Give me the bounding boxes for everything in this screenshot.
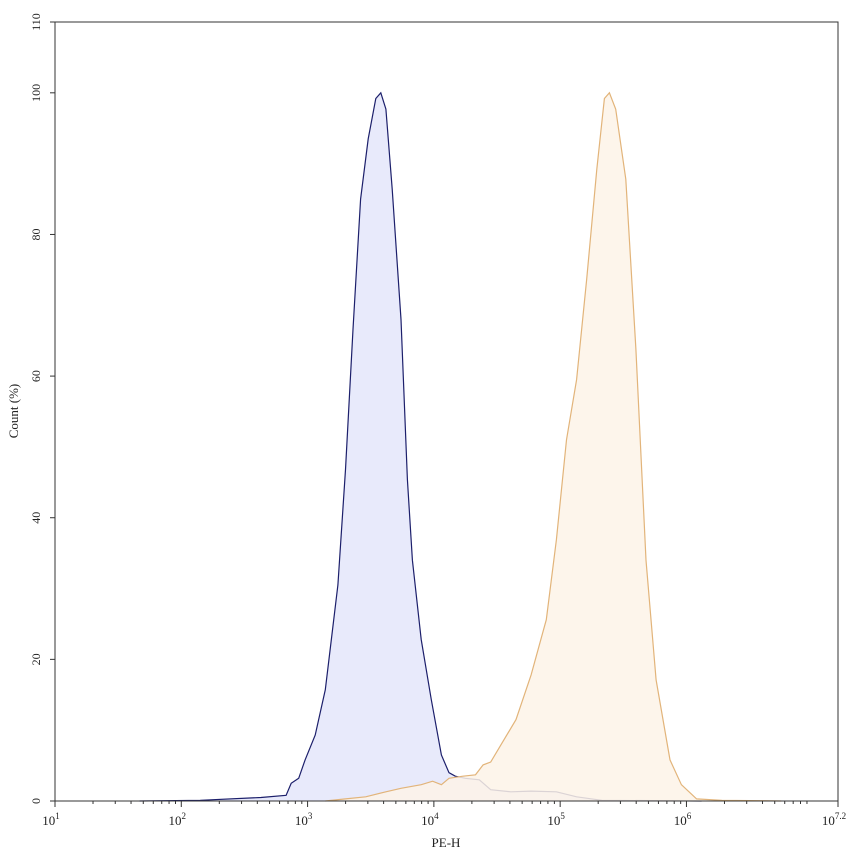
x-tick-label: 101 [42,811,60,828]
y-axis: 0 20 40 60 80 100 110 [29,13,55,804]
y-tick-label: 0 [29,798,43,804]
y-tick-label: 100 [29,84,43,102]
y-tick-label: 20 [29,653,43,665]
y-axis-label: Count (%) [6,384,21,439]
x-axis-label: PE-H [432,835,461,850]
x-axis: 101 102 103 104 105 106 107.2 [42,801,846,828]
x-tick-label: 104 [421,811,439,828]
series-1-fill [325,92,782,802]
series-layer [139,91,782,802]
y-tick-label: 110 [29,13,43,31]
series-1-line [325,91,782,802]
y-tick-label: 40 [29,512,43,524]
y-tick-label: 60 [29,370,43,382]
x-tick-label: 103 [295,811,313,828]
series-0-fill [139,92,702,802]
x-tick-label: 107.2 [822,811,846,828]
x-tick-label: 106 [674,811,692,828]
x-tick-label: 102 [169,811,187,828]
x-tick-label: 105 [547,811,565,828]
plot-frame [54,21,839,802]
y-tick-label: 80 [29,228,43,240]
